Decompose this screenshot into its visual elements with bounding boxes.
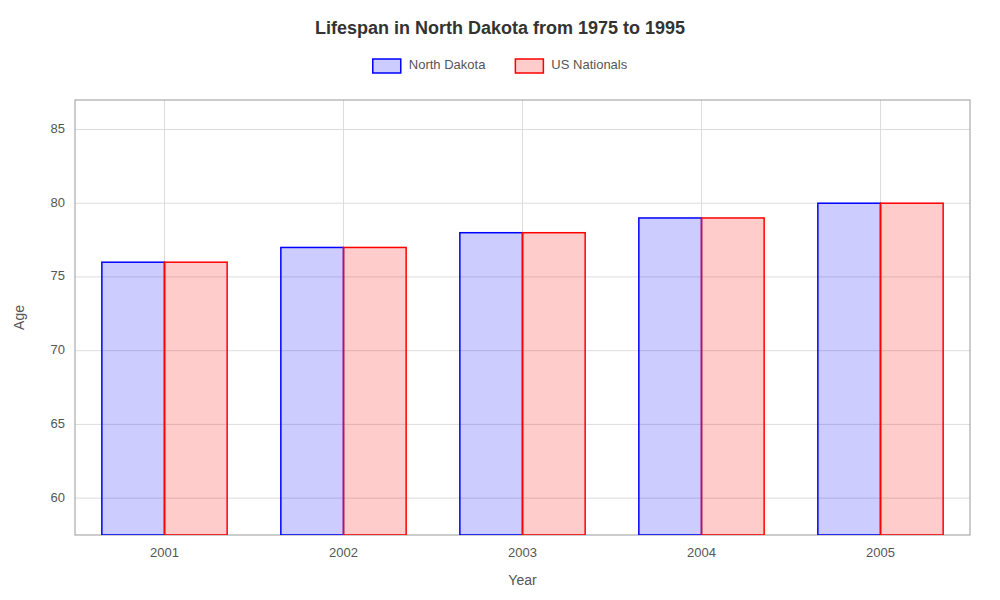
y-axis: 60 65 70 75 80 85 [51,121,65,505]
bar [702,218,765,535]
x-tick-label: 2001 [150,545,179,560]
legend-swatch [515,59,543,73]
x-axis: 2001 2002 2003 2004 2005 [150,545,895,560]
x-tick-label: 2004 [687,545,716,560]
legend-label: North Dakota [409,57,486,72]
y-tick-label: 65 [51,416,65,431]
bar [818,203,881,535]
legend-label: US Nationals [551,57,627,72]
x-tick-label: 2002 [329,545,358,560]
x-tick-label: 2005 [866,545,895,560]
y-tick-label: 60 [51,490,65,505]
bar [639,218,702,535]
bar [165,262,228,535]
y-axis-label: Age [11,305,27,330]
bar [523,233,586,535]
bar [281,247,344,535]
x-tick-label: 2003 [508,545,537,560]
x-axis-label: Year [508,572,537,588]
y-tick-label: 80 [51,195,65,210]
legend-item: North Dakota [373,57,486,73]
bar [344,247,407,535]
bar [881,203,944,535]
background [0,0,1000,600]
plot-frame [75,100,970,535]
bar [102,262,165,535]
y-tick-label: 75 [51,268,65,283]
title: Lifespan in North Dakota from 1975 to 19… [315,18,685,38]
grid [75,100,970,535]
bars [102,203,943,535]
chart-svg: 60 65 70 75 80 85 2001 2002 2003 2004 2005 Year Age L… [0,0,1000,600]
y-tick-label: 70 [51,342,65,357]
bar [460,233,523,535]
legend-swatch [373,59,401,73]
legend-item: US Nationals [515,57,627,73]
legend: North Dakota US Nationals [373,57,628,73]
chart-container: 60 65 70 75 80 85 2001 2002 2003 2004 2005 Year Age L… [0,0,1000,600]
y-tick-label: 85 [51,121,65,136]
